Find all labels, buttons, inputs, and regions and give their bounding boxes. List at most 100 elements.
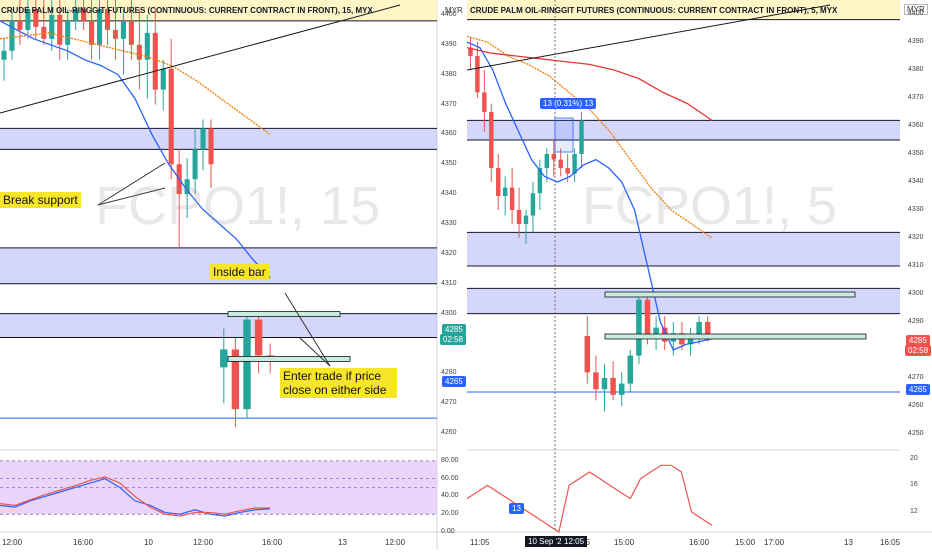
time-tick-label: 13: [338, 538, 347, 547]
break-support-arrow-1: [97, 187, 166, 206]
right-zone-0: [467, 120, 900, 140]
time-tick-label: 10: [144, 538, 153, 547]
right-candle-body: [475, 56, 480, 93]
right-candle-body: [496, 168, 501, 196]
left-zone-0: [0, 128, 437, 150]
price-tick-label: 4260: [908, 402, 924, 409]
left-candle-body: [65, 20, 71, 45]
right-ma-red: [466, 46, 713, 121]
measure-label: 13 (0.31%) 13: [540, 98, 597, 109]
price-tick-label: 4270: [908, 374, 924, 381]
right-ma-orange: [466, 35, 713, 239]
right-candle-body: [502, 187, 508, 196]
right-candle-body: [482, 92, 487, 112]
left-candle-body: [231, 349, 240, 410]
left-candle-body: [1, 50, 7, 60]
time-tick-label: 15:00: [614, 538, 635, 547]
left-osc-line-blue: [0, 478, 271, 517]
price-tick-label: 4340: [908, 178, 924, 185]
left-last-price: 4285: [442, 324, 466, 335]
left-candle-body: [160, 68, 166, 90]
left-candle-body: [144, 32, 150, 60]
break-support-note[interactable]: Break support: [0, 192, 81, 208]
left-candle-body: [200, 128, 206, 150]
price-tick-label: 4370: [908, 94, 924, 101]
right-candle-body: [489, 112, 494, 168]
price-tick-label: 4320: [441, 249, 457, 257]
time-tick-label: 13: [844, 538, 853, 547]
currency-button[interactable]: MYR: [904, 4, 928, 15]
time-tick-label: 12:00: [193, 538, 214, 547]
right-candle-body: [653, 327, 659, 336]
price-tick-label: 4270: [441, 399, 457, 407]
right-candle-body: [593, 372, 599, 390]
right-candle-body: [601, 378, 608, 390]
time-tick-label: 11:05: [470, 538, 490, 547]
left-candle-body: [89, 20, 95, 45]
right-candle-body: [544, 154, 550, 168]
right-candle-body: [537, 168, 543, 194]
left-alert-price[interactable]: 4265: [442, 376, 466, 387]
left-ma-orange: [0, 32, 271, 135]
price-tick-label: 4390: [908, 38, 924, 45]
price-tick-label: 4280: [441, 369, 457, 377]
panel-gap: [437, 0, 467, 550]
price-tick-label: 4310: [441, 279, 457, 287]
right-candle-body: [636, 299, 642, 356]
right-alert-price[interactable]: 4265: [906, 384, 930, 395]
left-candle-body: [17, 20, 23, 30]
price-tick-label: 4340: [441, 190, 457, 198]
left-candle-body: [41, 26, 47, 39]
right-candle-body: [558, 159, 563, 168]
right-candle-body: [509, 187, 515, 210]
right-candle-body: [523, 215, 529, 224]
left-trade-box-1: [227, 355, 351, 362]
right-osc-line: [466, 464, 713, 533]
right-candle-body: [530, 193, 536, 216]
price-tick-label: 4390: [441, 40, 457, 48]
left-candle-body: [136, 44, 142, 60]
right-candle-body: [610, 378, 616, 395]
price-tick-label: 20: [910, 454, 918, 462]
right-candle-body: [579, 120, 584, 154]
time-tick-label: 16:00: [689, 538, 710, 547]
right-candle-body: [551, 154, 556, 160]
time-tick-label: 17:00: [764, 538, 785, 547]
right-symbol-title: CRUDE PALM OIL-RINGGIT FUTURES (CONTINUO…: [470, 6, 838, 15]
right-trendline: [466, 4, 831, 71]
left-candle-body: [112, 29, 119, 39]
price-tick-label: 4350: [908, 150, 924, 157]
right-candle-body: [468, 47, 473, 56]
left-candle-body: [168, 68, 174, 165]
left-candle-body: [220, 349, 228, 368]
price-tick-label: 4320: [908, 234, 924, 241]
right-candle-body: [704, 322, 711, 336]
left-candle-body: [57, 14, 63, 45]
left-candle-body: [254, 319, 263, 356]
left-candle-body: [73, 8, 79, 21]
left-candle-body: [25, 8, 31, 30]
right-resistance-band: [467, 0, 900, 20]
break-support-arrow-2: [97, 162, 166, 206]
right-candle-body: [584, 336, 591, 373]
price-tick-label: 80.00: [441, 456, 459, 464]
left-ma-blue: [0, 20, 271, 279]
price-tick-label: 4350: [441, 160, 457, 168]
price-tick-label: 4260: [441, 429, 457, 437]
left-candle-body: [49, 14, 55, 39]
price-tick-label: 16: [910, 481, 918, 489]
time-tick-label: 15:00: [735, 538, 756, 547]
enter-arrow-2: [299, 337, 331, 367]
left-candle-body: [192, 149, 198, 180]
enter-trade-note[interactable]: Enter trade if price close on either sid…: [280, 368, 397, 398]
left-candle-body: [152, 32, 158, 90]
time-tick-label: 12:00: [2, 538, 23, 547]
time-tick-label: 16:00: [73, 538, 94, 547]
inside-bar-note[interactable]: Inside bar: [210, 264, 269, 280]
right-candle-body: [618, 383, 625, 395]
right-candle-body: [572, 154, 577, 174]
time-tick-label: 16:00: [262, 538, 283, 547]
price-tick-label: 4300: [908, 290, 924, 297]
left-candle-body: [9, 20, 15, 51]
